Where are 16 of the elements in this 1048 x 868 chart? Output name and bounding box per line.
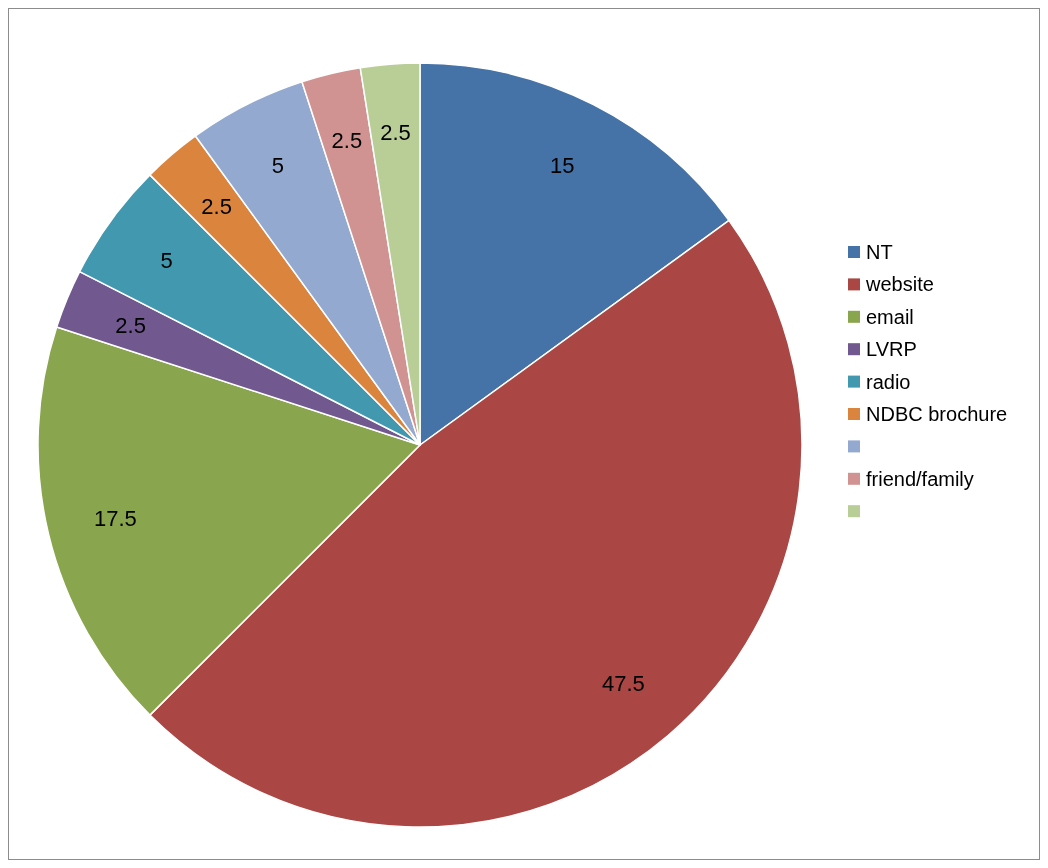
data-label: 15 <box>549 153 575 179</box>
data-label: 47.5 <box>602 670 645 696</box>
data-label: 17.5 <box>94 505 137 531</box>
data-label: 5 <box>160 248 173 274</box>
legend-label: NT <box>866 241 893 263</box>
data-label: 2.5 <box>115 312 146 338</box>
legend-label: friend/family <box>866 467 974 490</box>
data-label: 2.5 <box>201 194 232 220</box>
legend-label: email <box>866 305 914 328</box>
data-label: 2.5 <box>380 120 411 146</box>
data-label: 5 <box>271 153 284 179</box>
legend-label: website <box>865 273 934 296</box>
data-label: 2.5 <box>331 127 363 153</box>
legend-label: LVRP <box>866 338 917 361</box>
legend-label: radio <box>866 370 911 393</box>
legend-label: NDBC brochure <box>866 403 1008 425</box>
